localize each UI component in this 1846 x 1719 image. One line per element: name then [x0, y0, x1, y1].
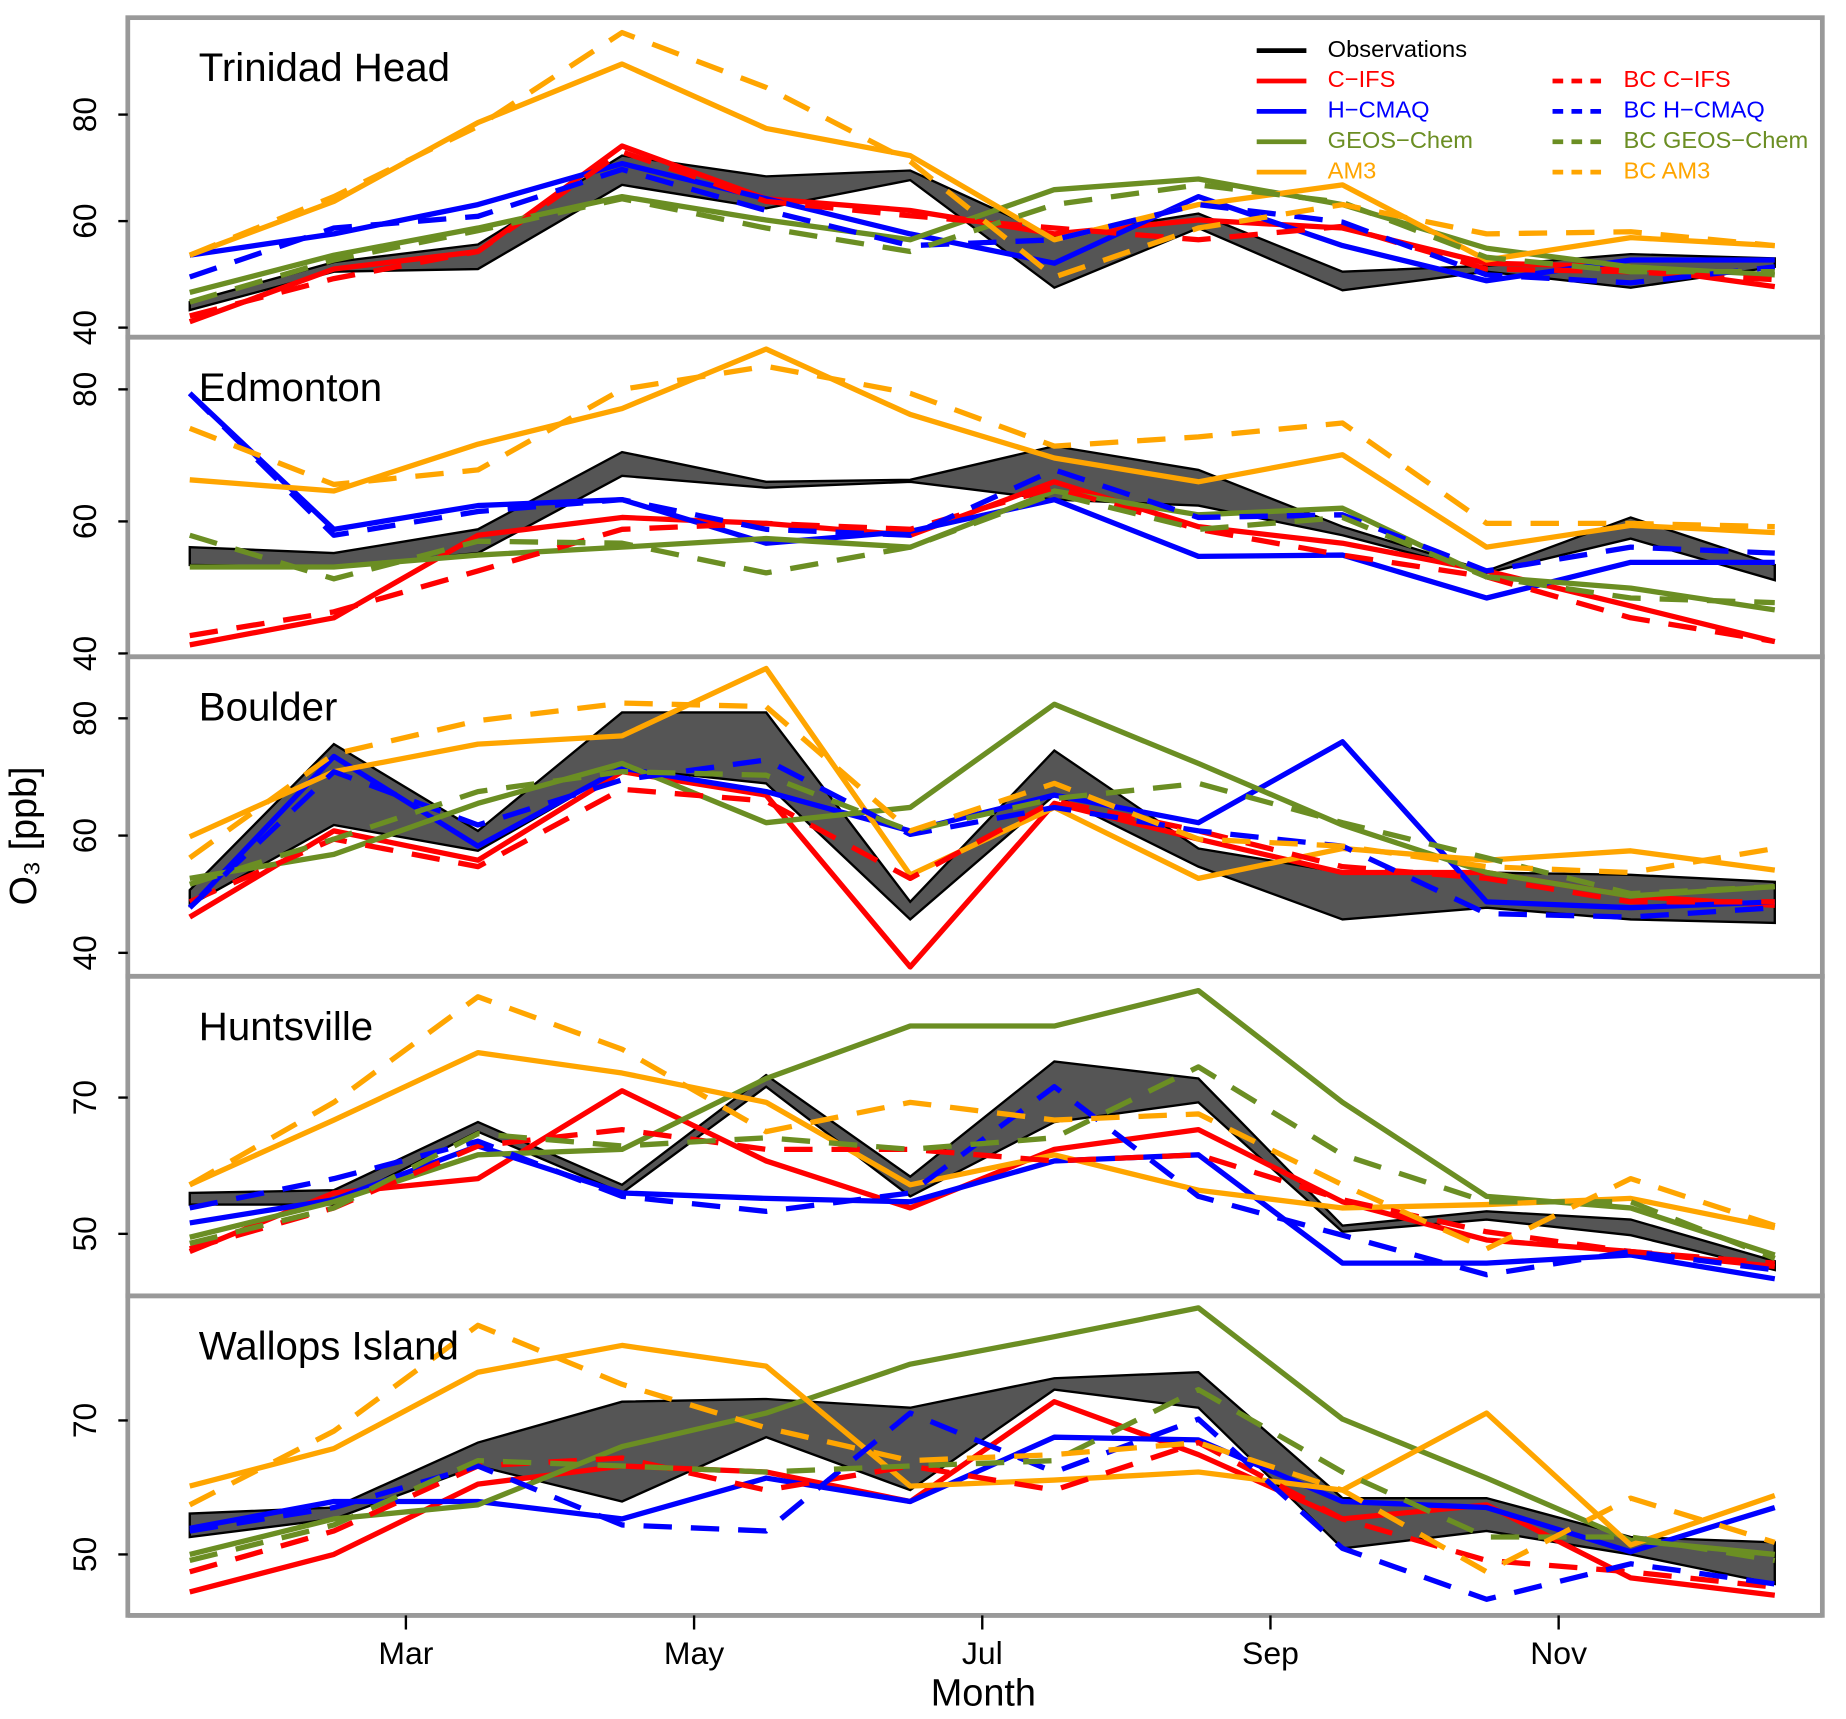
legend-label: H−CMAQ: [1328, 98, 1430, 124]
legend-label: C−IFS: [1328, 67, 1396, 93]
y-tick-label: 80: [67, 97, 103, 132]
y-tick-label: 50: [67, 1537, 103, 1572]
series-line: [189, 1305, 1776, 1558]
y-tick-label: 40: [67, 636, 103, 671]
series-line: [188, 143, 1776, 325]
series-line: [188, 29, 1776, 280]
series-line: [189, 149, 1775, 319]
x-tick-label: Sep: [1242, 1635, 1299, 1671]
series-line: [189, 176, 1775, 296]
y-tick-label: 80: [67, 372, 103, 407]
panel-title: Boulder: [199, 684, 338, 729]
series-line: [188, 166, 1776, 286]
x-tick-label: Nov: [1530, 1635, 1587, 1671]
legend-label: BC H−CMAQ: [1624, 98, 1765, 124]
series-line: [189, 1143, 1776, 1282]
y-axis-label: O₃ [ppb]: [3, 767, 45, 906]
series-line: [188, 994, 1776, 1252]
x-tick-label: Jul: [962, 1635, 1003, 1671]
series-line: [188, 363, 1775, 530]
y-tick-label: 40: [67, 935, 103, 970]
y-tick-label: 60: [67, 504, 103, 539]
legend-label: GEOS−Chem: [1328, 128, 1473, 154]
x-tick-label: Mar: [378, 1635, 433, 1671]
series-line: [189, 1064, 1776, 1261]
series-line: [189, 1434, 1776, 1555]
legend-label: AM3: [1328, 158, 1377, 184]
series-line: [187, 391, 1775, 574]
series-line: [189, 160, 1775, 284]
series-line: [187, 757, 1775, 920]
x-tick-label: May: [664, 1635, 724, 1671]
y-tick-label: 50: [67, 1216, 103, 1251]
series-line: [189, 485, 1776, 645]
y-tick-label: 40: [67, 310, 103, 345]
series-line: [188, 700, 1776, 876]
panel-title: Edmonton: [199, 365, 382, 410]
panel-title: Trinidad Head: [199, 45, 450, 90]
legend-label: Observations: [1328, 37, 1467, 63]
series-line: [188, 769, 1775, 897]
legend-label: BC GEOS−Chem: [1624, 128, 1809, 154]
y-tick-label: 60: [67, 818, 103, 853]
series-line: [188, 491, 1775, 606]
series-line: [189, 1084, 1776, 1278]
series-line: [189, 987, 1776, 1258]
y-tick-label: 70: [67, 1403, 103, 1438]
panel-title: Wallops Island: [199, 1323, 459, 1368]
legend-label: BC C−IFS: [1624, 67, 1731, 93]
x-axis-label: Month: [931, 1672, 1036, 1714]
series-line: [189, 1342, 1776, 1548]
series-line: [189, 1386, 1776, 1564]
series-line: [188, 786, 1775, 905]
observation-band: [188, 444, 1776, 582]
series-line: [189, 346, 1775, 550]
series-line: [187, 391, 1775, 601]
y-tick-label: 70: [67, 1080, 103, 1115]
legend-label: BC AM3: [1624, 158, 1711, 184]
series-line: [189, 701, 1775, 899]
series-line: [189, 182, 1775, 305]
y-tick-label: 60: [67, 203, 103, 238]
y-tick-label: 80: [67, 701, 103, 736]
series-line: [189, 1410, 1776, 1602]
series-line: [188, 1322, 1776, 1575]
panel-title: Huntsville: [199, 1004, 373, 1049]
